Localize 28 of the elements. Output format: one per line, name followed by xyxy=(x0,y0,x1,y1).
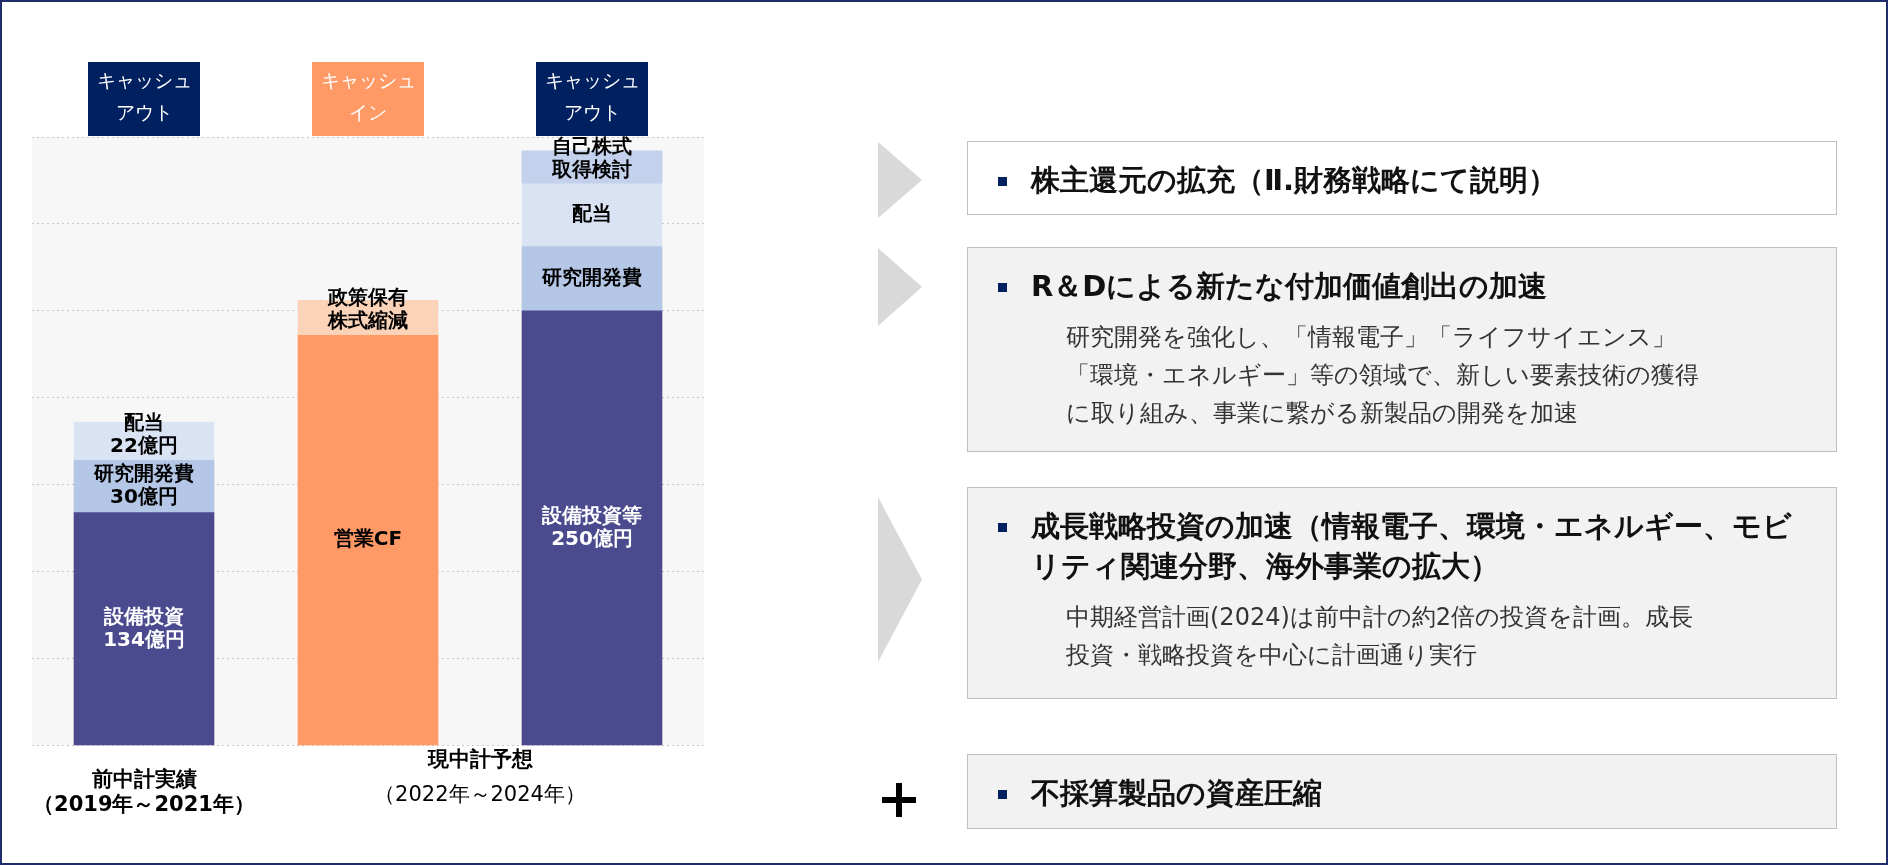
text: 不採算製品の資産圧縮 xyxy=(1031,775,1322,812)
text: 研究開発費 xyxy=(542,264,642,289)
series-label: 設備投資 xyxy=(103,603,184,628)
text: 株主還元の拡充（Ⅱ.財務戦略にて説明） xyxy=(1031,162,1558,199)
data-label: 250億円 xyxy=(551,525,633,550)
bar xyxy=(521,183,663,247)
x-tick-label: 前中計実績（2019年～2021年） xyxy=(33,766,255,816)
data-label: 22億円 xyxy=(110,433,178,458)
series-label: 設備投資等 xyxy=(541,502,642,527)
text: キャッシュアウト xyxy=(544,68,640,123)
bar xyxy=(73,512,215,746)
series-label: 配当 xyxy=(124,410,164,435)
series-label: 営業CF xyxy=(333,526,403,551)
text: キャッシュイン xyxy=(320,68,416,123)
series-label: 自己株式取得検討 xyxy=(551,133,632,181)
text: 現中計予想（2022年～2024年） xyxy=(374,747,586,807)
text: 中期経営計画(2024)は前中計の約2倍の投資を計画。成長投資・戦略投資を中心に計画通り実行 xyxy=(1066,602,1695,671)
text: キャッシュアウト xyxy=(96,68,192,123)
bar xyxy=(521,310,663,746)
text: 研究開発を強化し、「情報電子」「ライフサイエンス」「環境・エネルギー」等の領域で、新しい要素技術の獲得に取り組み、事業に繋がる新製品の開発を加速 xyxy=(1066,322,1700,429)
data-label: 134億円 xyxy=(103,626,185,651)
text: 配当 xyxy=(572,201,612,226)
data-label: 30億円 xyxy=(110,484,178,509)
bar xyxy=(297,334,439,746)
series-label: 研究開発費 xyxy=(93,461,194,486)
text: R＆Dによる新たな付加価値創出の加速 xyxy=(1031,268,1548,305)
series-label: 政策保有株式縮減 xyxy=(327,284,408,332)
text: 成長戦略投資の加速（情報電子、環境・エネルギー、モビリティ関連分野、海外事業の拡大） xyxy=(1031,508,1793,585)
